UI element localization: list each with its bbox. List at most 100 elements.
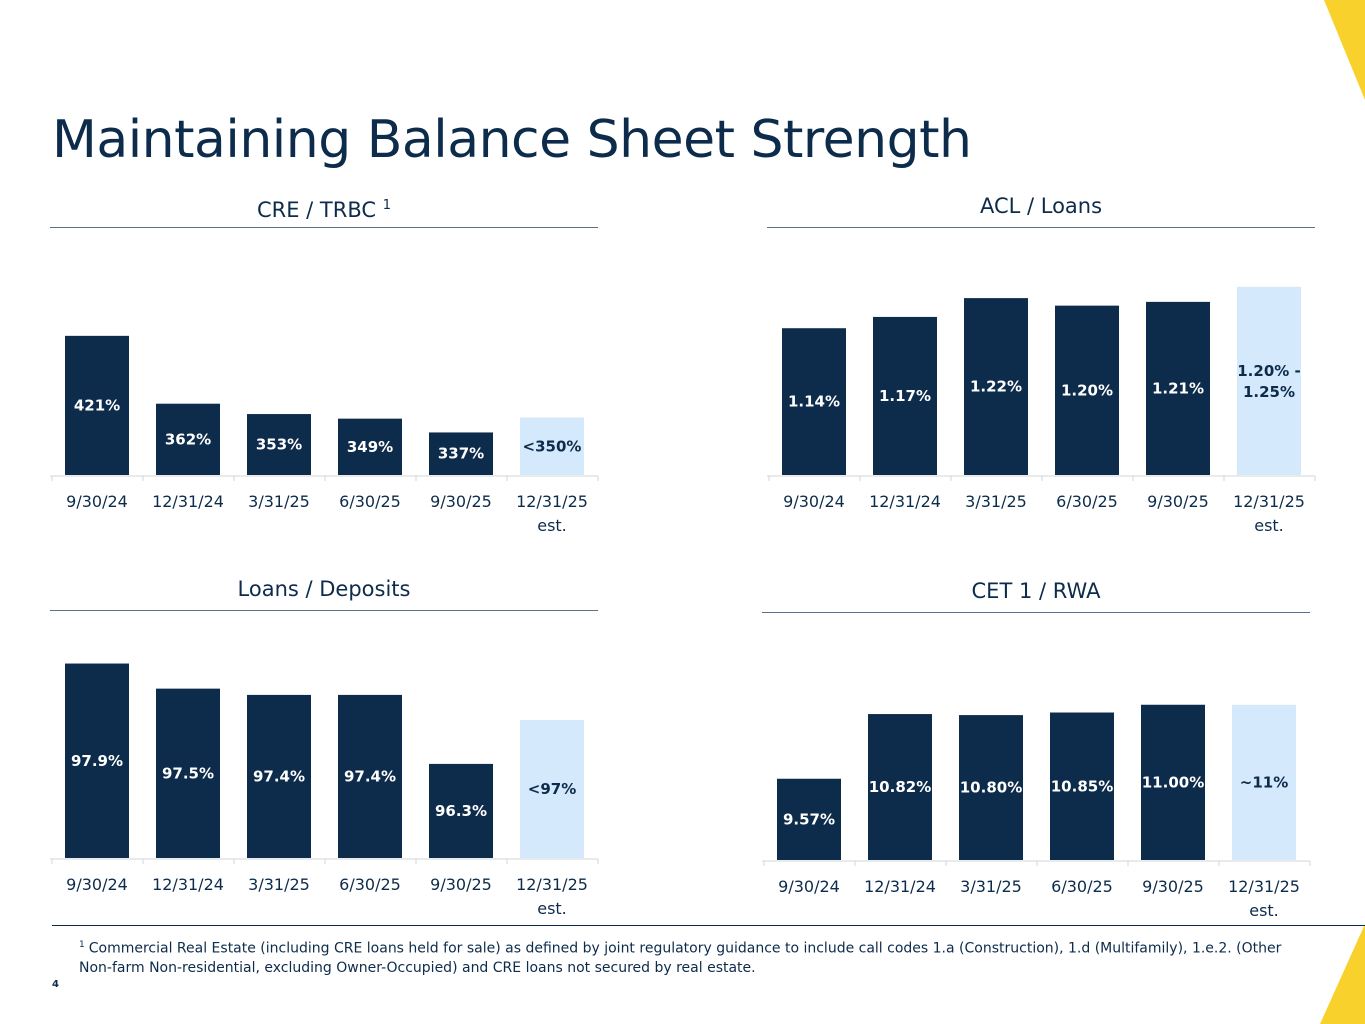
data-label: 10.80% [960,779,1022,797]
chart-panel-cet1-rwa: CET 1 / RWA 9.57% 9/30/24 10.82% 12/31/24 10… [762,571,1311,920]
accent-shape-bottom [1320,924,1365,1024]
footnote-marker: 1 [79,940,85,950]
accent-triangle-bottom [1320,924,1365,1024]
x-tick-label: est. [1254,516,1284,535]
x-tick-label: 3/31/25 [960,877,1022,896]
bar [429,432,493,475]
x-tick-label: 6/30/25 [339,875,401,894]
data-label: 421% [74,396,120,414]
bar [777,778,841,860]
data-label: 11.00% [1142,773,1204,791]
bar [1237,286,1301,475]
chart-title: ACL / Loans [767,186,1315,228]
x-tick-label: 9/30/24 [66,492,128,511]
bar [156,688,220,858]
data-label: 10.82% [869,778,931,796]
bar [873,316,937,475]
x-tick-label: 12/31/24 [152,492,224,511]
data-label: 337% [438,445,484,463]
chart-panel-cre-trbc: CRE / TRBC 1 421% 9/30/24 362% 12/31/24 353%… [50,186,599,535]
x-tick-label: 6/30/25 [1051,877,1113,896]
bar [1141,704,1205,860]
data-label: ~11% [1240,773,1288,791]
x-tick-label: 12/31/24 [864,877,936,896]
x-tick-label: est. [537,899,567,918]
bar [520,417,584,475]
x-tick-label: 3/31/25 [248,875,310,894]
bar [1055,305,1119,475]
chart-cet1-rwa: 9.57% 9/30/24 10.82% 12/31/24 10.80% 3/31/25 1… [762,704,1311,920]
x-tick-label: 9/30/25 [1142,877,1204,896]
chart-title-text: CET 1 / RWA [971,579,1101,603]
chart-panel-acl-loans: ACL / Loans 1.14% 9/30/24 1.17% 12/31/24 1.2… [767,186,1316,535]
chart-panel-loans-deposits: Loans / Deposits 97.9% 9/30/24 97.5% 12/31/… [50,569,599,918]
x-tick-label: 9/30/25 [1147,492,1209,511]
bar [1232,704,1296,860]
x-tick-label: 12/31/25 [516,492,588,511]
data-label: 1.22% [970,378,1022,396]
data-label: <350% [523,437,582,455]
data-label: 97.4% [344,767,396,785]
bar [520,720,584,858]
chart-title-text: Loans / Deposits [237,577,411,601]
chart-title: Loans / Deposits [50,569,598,611]
chart-loans-deposits: 97.9% 9/30/24 97.5% 12/31/24 97.4% 3/31/25 97.… [50,663,599,918]
accent-triangle-top [1324,0,1365,100]
data-label: 1.21% [1152,379,1204,397]
bar [65,335,129,475]
x-tick-label: 9/30/25 [430,875,492,894]
page-number: 4 [52,979,59,990]
bar [338,418,402,475]
chart-acl-loans: 1.14% 9/30/24 1.17% 12/31/24 1.22% 3/31/25 1.2… [767,286,1316,535]
bar [964,298,1028,475]
bar [1050,712,1114,860]
bar [156,403,220,475]
data-label: 1.25% [1243,383,1295,401]
bar [247,414,311,475]
x-tick-label: 9/30/25 [430,492,492,511]
x-tick-label: 9/30/24 [778,877,840,896]
page-title: Maintaining Balance Sheet Strength [52,110,972,170]
x-tick-label: 12/31/25 [516,875,588,894]
bar [782,328,846,475]
data-label: 349% [347,438,393,456]
x-tick-label: 12/31/24 [152,875,224,894]
footnote: 1 Commercial Real Estate (including CRE l… [79,936,1299,978]
chart-title-text: ACL / Loans [979,194,1103,218]
bar [247,694,311,858]
x-tick-label: est. [537,516,567,535]
footer-divider [52,925,1365,926]
x-tick-label: 12/31/25 [1233,492,1305,511]
x-tick-label: 3/31/25 [248,492,310,511]
bar [338,694,402,858]
data-label: 362% [165,430,211,448]
bar [868,714,932,860]
data-label: 1.14% [788,393,840,411]
bar [959,715,1023,860]
bar [429,763,493,858]
x-tick-label: est. [1249,901,1279,920]
x-tick-label: 12/31/24 [869,492,941,511]
data-label: 1.20% [1061,381,1113,399]
chart-title-text: CRE / TRBC [256,198,377,222]
data-label: <97% [528,780,576,798]
chart-title: CRE / TRBC 1 [50,186,598,228]
bar [1146,301,1210,475]
x-tick-label: 12/31/25 [1228,877,1300,896]
accent-shape-top [1324,0,1365,100]
x-tick-label: 6/30/25 [1056,492,1118,511]
x-tick-label: 6/30/25 [339,492,401,511]
footnote-text: Commercial Real Estate (including CRE lo… [79,940,1282,976]
data-label: 97.9% [71,752,123,770]
chart-title: CET 1 / RWA [762,571,1310,613]
data-label: 97.5% [162,764,214,782]
data-label: 353% [256,436,302,454]
bar [65,663,129,858]
data-label: 96.3% [435,802,487,820]
chart-cre-trbc: 421% 9/30/24 362% 12/31/24 353% 3/31/25 349% 6/… [50,335,599,535]
data-label: 1.20% - [1237,362,1301,380]
data-label: 10.85% [1051,777,1113,795]
x-tick-label: 9/30/24 [66,875,128,894]
data-label: 1.17% [879,387,931,405]
data-label: 97.4% [253,767,305,785]
